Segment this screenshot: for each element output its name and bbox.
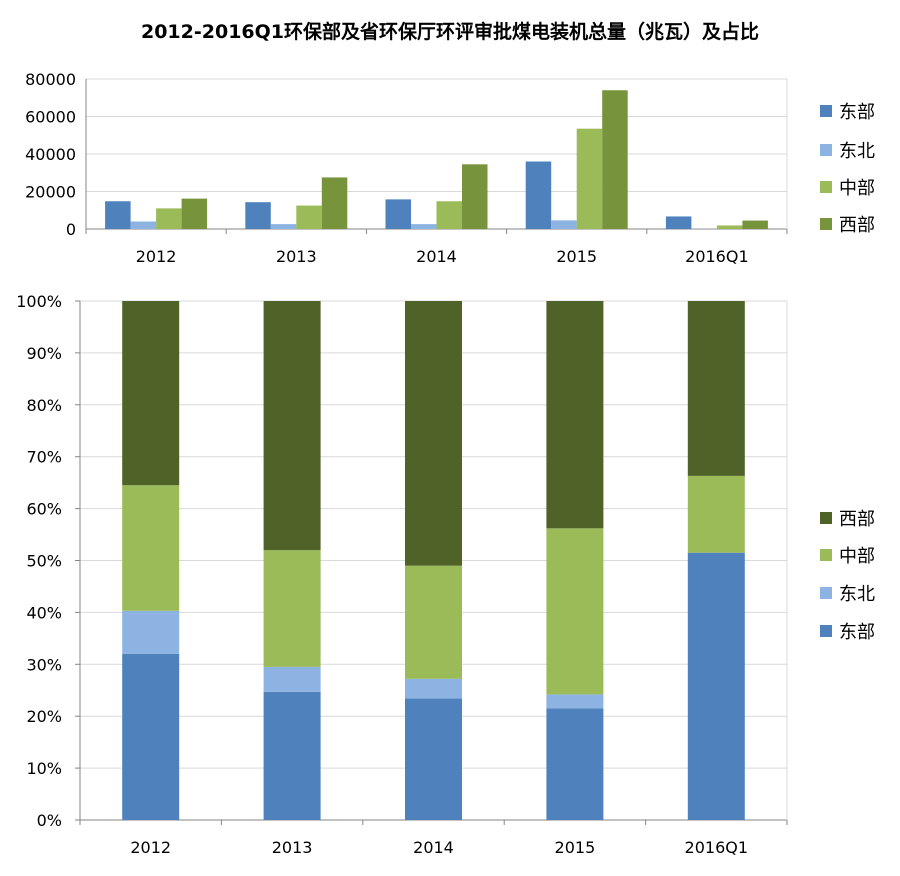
y-tick-label: 20000 [25, 183, 76, 202]
bar [602, 90, 628, 229]
legend-label: 西部 [839, 215, 875, 236]
y-tick-label: 60000 [25, 108, 76, 127]
stack-segment [546, 708, 603, 820]
stack-segment [264, 550, 321, 667]
bar [411, 224, 437, 229]
bar [271, 224, 297, 229]
stack-segment [688, 301, 745, 476]
y-tick-label: 90% [26, 344, 62, 363]
y-tick-label: 10% [26, 759, 62, 778]
y-tick-label: 80% [26, 396, 62, 415]
bar [742, 221, 768, 229]
y-tick-label: 20% [26, 707, 62, 726]
bar [182, 199, 208, 229]
stack-segment [405, 301, 462, 566]
legend-swatch [820, 218, 832, 230]
stack-segment [688, 476, 745, 553]
stack-segment [405, 699, 462, 820]
stack-segment [405, 679, 462, 699]
stack-segment [264, 692, 321, 820]
legend-swatch [820, 105, 832, 117]
stack-segment [688, 553, 745, 820]
x-tick-label: 2014 [416, 247, 457, 266]
x-tick-label: 2016Q1 [685, 247, 749, 266]
bar [551, 220, 577, 229]
x-tick-label: 2015 [556, 247, 597, 266]
legend-label: 东北 [839, 584, 875, 605]
y-tick-label: 40000 [25, 145, 76, 164]
bar [462, 164, 488, 229]
bar [322, 177, 348, 229]
stack-segment [546, 694, 603, 708]
y-tick-label: 80000 [25, 70, 76, 89]
absolute-bar-chart: 0 20000 40000 60000 80000 2012 2013 2014 2015 201… [25, 70, 875, 266]
x-tick-label: 2012 [130, 838, 171, 857]
y-tick-label: 70% [26, 448, 62, 467]
legend-swatch [820, 587, 832, 599]
bar [526, 162, 552, 230]
stack-segment [122, 611, 179, 654]
y-tick-label: 0 [66, 220, 76, 239]
legend-label: 东部 [839, 102, 875, 123]
legend-label: 东北 [839, 141, 875, 162]
bar [437, 201, 463, 229]
bar [296, 206, 322, 229]
y-tick-label: 40% [26, 603, 62, 622]
y-tick-label: 30% [26, 655, 62, 674]
x-tick-label: 2015 [555, 838, 596, 857]
stack-segment [122, 301, 179, 485]
legend-swatch [820, 181, 832, 193]
stack-segment [122, 485, 179, 611]
x-tick-label: 2012 [136, 247, 177, 266]
percent-stacked-bar-chart: 0% 10% 20% 30% 40% 50% 60% 70% 80% 90% 100% 2012 201… [16, 292, 875, 857]
legend-label: 西部 [839, 509, 875, 530]
stack-segment [264, 301, 321, 550]
bar [156, 208, 182, 229]
y-tick-label: 100% [16, 292, 62, 311]
x-tick-label: 2013 [276, 247, 317, 266]
bar [245, 202, 270, 229]
bar [577, 129, 603, 229]
bar [717, 225, 743, 229]
x-tick-label: 2016Q1 [685, 838, 749, 857]
legend-label: 中部 [839, 178, 875, 199]
chart-title: 2012-2016Q1环保部及省环保厅环评审批煤电装机总量（兆瓦）及占比 [141, 20, 759, 43]
legend-swatch [820, 512, 832, 524]
bar [131, 222, 157, 230]
stack-segment [122, 654, 179, 820]
y-tick-label: 60% [26, 500, 62, 519]
y-tick-label: 0% [37, 811, 62, 830]
bar [386, 199, 412, 229]
stack-segment [546, 301, 603, 528]
legend-label: 东部 [839, 622, 875, 643]
legend-swatch [820, 549, 832, 561]
stack-segment [405, 566, 462, 679]
y-tick-label: 50% [26, 552, 62, 571]
x-tick-label: 2014 [413, 838, 454, 857]
stack-segment [546, 528, 603, 694]
bar [105, 201, 131, 229]
stack-segment [264, 667, 321, 692]
legend-label: 中部 [839, 546, 875, 567]
legend-swatch [820, 625, 832, 637]
x-tick-label: 2013 [272, 838, 313, 857]
bar [666, 216, 692, 229]
legend-swatch [820, 144, 832, 156]
